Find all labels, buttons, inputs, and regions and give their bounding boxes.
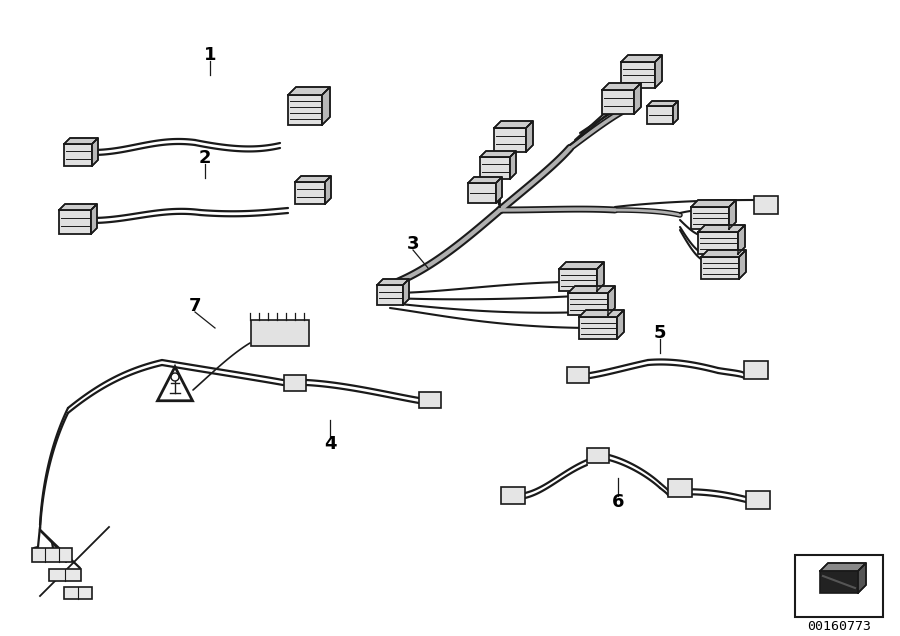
Polygon shape	[673, 101, 678, 124]
Bar	[377, 285, 403, 305]
Polygon shape	[496, 177, 502, 203]
Bar	[480, 157, 510, 179]
Bar	[587, 448, 609, 462]
Polygon shape	[468, 177, 502, 183]
Polygon shape	[691, 200, 736, 207]
Polygon shape	[621, 55, 662, 62]
Polygon shape	[559, 262, 604, 269]
Polygon shape	[510, 151, 516, 179]
Text: 2: 2	[199, 149, 212, 167]
Polygon shape	[647, 101, 678, 106]
Bar	[701, 257, 739, 279]
Bar	[251, 320, 309, 346]
Polygon shape	[634, 83, 641, 114]
Polygon shape	[739, 250, 746, 279]
Text: 00160773: 00160773	[807, 621, 871, 633]
Polygon shape	[608, 286, 615, 315]
Polygon shape	[288, 87, 330, 95]
Polygon shape	[738, 225, 745, 254]
Bar	[32, 548, 72, 562]
Bar	[668, 479, 692, 497]
Polygon shape	[698, 225, 745, 232]
Bar	[64, 144, 92, 166]
Bar	[288, 95, 322, 125]
Text: 3: 3	[407, 235, 419, 253]
Polygon shape	[597, 262, 604, 291]
Bar	[295, 182, 325, 204]
Bar	[746, 491, 770, 509]
Bar	[820, 571, 858, 593]
Polygon shape	[617, 310, 624, 339]
Polygon shape	[655, 55, 662, 88]
Bar	[691, 207, 729, 229]
Polygon shape	[403, 279, 409, 305]
Polygon shape	[91, 204, 97, 234]
Polygon shape	[158, 367, 193, 401]
Polygon shape	[64, 138, 98, 144]
Bar	[795, 555, 883, 617]
Polygon shape	[526, 121, 533, 152]
Bar	[419, 392, 441, 408]
Text: 4: 4	[324, 435, 337, 453]
Bar	[468, 183, 496, 203]
Polygon shape	[494, 121, 533, 128]
Text: 6: 6	[612, 493, 625, 511]
Bar	[647, 106, 673, 124]
Bar	[579, 317, 617, 339]
Text: 5: 5	[653, 324, 666, 342]
Bar	[602, 90, 634, 114]
Bar	[621, 62, 655, 88]
Bar	[567, 367, 589, 383]
Text: 7: 7	[189, 297, 202, 315]
Bar	[59, 210, 91, 234]
Bar	[284, 375, 306, 391]
Polygon shape	[59, 204, 97, 210]
Polygon shape	[602, 83, 641, 90]
Bar	[698, 232, 738, 254]
Bar	[754, 196, 778, 214]
Polygon shape	[295, 176, 331, 182]
Bar	[64, 587, 92, 599]
Polygon shape	[579, 310, 624, 317]
Bar	[744, 361, 768, 379]
Polygon shape	[820, 563, 866, 571]
Polygon shape	[858, 563, 866, 593]
Polygon shape	[480, 151, 516, 157]
Polygon shape	[92, 138, 98, 166]
Polygon shape	[701, 250, 746, 257]
Polygon shape	[325, 176, 331, 204]
Polygon shape	[729, 200, 736, 229]
Polygon shape	[568, 286, 615, 293]
Text: 1: 1	[203, 46, 216, 64]
Bar	[559, 269, 597, 291]
Bar	[494, 128, 526, 152]
Bar	[501, 487, 525, 504]
Bar	[568, 293, 608, 315]
Polygon shape	[377, 279, 409, 285]
Polygon shape	[322, 87, 330, 125]
Bar	[49, 569, 81, 581]
